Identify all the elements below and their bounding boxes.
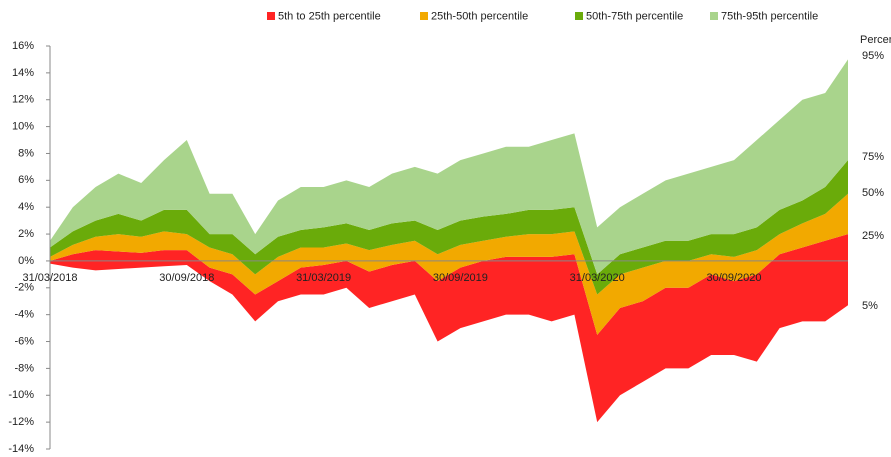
y-tick-label: -2% <box>14 282 34 294</box>
percentile-label: 5% <box>862 300 878 312</box>
percentile-label: 75% <box>862 151 884 163</box>
x-tick-label: 31/03/2020 <box>570 272 625 284</box>
y-tick-label: 2% <box>18 228 34 240</box>
legend-label: 50th-75th percentile <box>586 10 683 22</box>
percentile-band <box>50 193 848 335</box>
y-tick-label: -8% <box>14 362 34 374</box>
y-tick-label: 8% <box>18 147 34 159</box>
legend-swatch <box>420 12 428 20</box>
x-tick-label: 30/09/2019 <box>433 272 488 284</box>
legend-label: 5th to 25th percentile <box>278 10 381 22</box>
y-tick-label: 14% <box>12 67 34 79</box>
y-tick-label: -4% <box>14 309 34 321</box>
percentile-band <box>50 59 848 275</box>
x-tick-label: 30/09/2020 <box>706 272 761 284</box>
legend-swatch <box>575 12 583 20</box>
y-tick-label: 4% <box>18 201 34 213</box>
y-tick-label: 16% <box>12 40 34 52</box>
y-tick-label: -6% <box>14 335 34 347</box>
percentile-label: 25% <box>862 230 884 242</box>
legend-swatch <box>710 12 718 20</box>
y-tick-label: 6% <box>18 174 34 186</box>
y-tick-label: 10% <box>12 121 34 133</box>
x-tick-label: 30/09/2018 <box>159 272 214 284</box>
x-tick-label: 31/03/2019 <box>296 272 351 284</box>
y-tick-label: -12% <box>8 416 34 428</box>
y-tick-label: -10% <box>8 389 34 401</box>
percentile-label: 95% <box>862 50 884 62</box>
percentile-band <box>50 234 848 423</box>
x-tick-label: 31/03/2018 <box>22 272 77 284</box>
y-tick-label: -14% <box>8 443 34 455</box>
legend-swatch <box>267 12 275 20</box>
y-tick-label: 0% <box>18 255 34 267</box>
percentile-label: 50% <box>862 187 884 199</box>
y-tick-label: 12% <box>12 94 34 106</box>
legend-label: 25th-50th percentile <box>431 10 528 22</box>
percentile-title: Percentile <box>860 34 891 46</box>
legend-label: 75th-95th percentile <box>721 10 818 22</box>
